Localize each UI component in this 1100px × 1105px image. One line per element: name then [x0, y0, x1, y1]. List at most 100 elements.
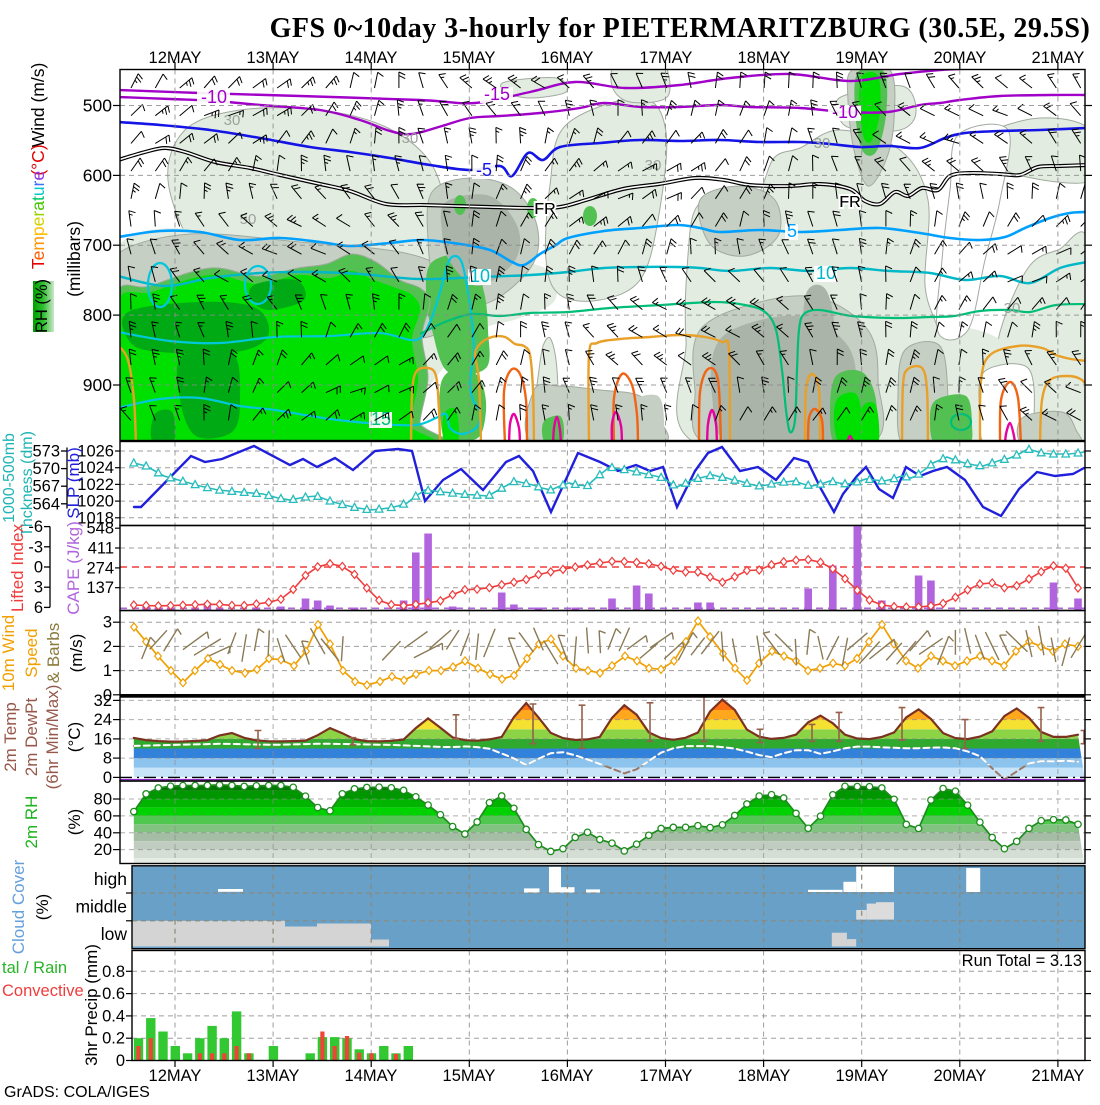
svg-text:30: 30 [1004, 300, 1021, 317]
svg-text:FR: FR [839, 194, 860, 211]
svg-text:CAPE (J/kg): CAPE (J/kg) [64, 521, 83, 615]
svg-text:(6hr Min/Max): (6hr Min/Max) [43, 685, 62, 790]
svg-text:2m Temp: 2m Temp [1, 702, 20, 772]
svg-text:0.8: 0.8 [102, 963, 125, 981]
svg-text:16MAY: 16MAY [541, 49, 594, 67]
svg-text:10m Wind: 10m Wind [0, 615, 18, 692]
svg-text:3: 3 [103, 614, 112, 632]
svg-text:24: 24 [94, 711, 112, 729]
svg-text:274: 274 [86, 559, 114, 577]
svg-text:2m RH: 2m RH [22, 796, 41, 849]
svg-text:17MAY: 17MAY [640, 1067, 693, 1085]
svg-text:21MAY: 21MAY [1032, 1067, 1085, 1085]
svg-text:0.4: 0.4 [102, 1007, 125, 1025]
svg-text:1000-500mb: 1000-500mb [1, 433, 18, 523]
svg-text:19MAY: 19MAY [836, 1067, 889, 1085]
svg-text:-10: -10 [832, 102, 858, 122]
svg-text:RH (%): RH (%) [33, 279, 51, 333]
svg-text:3: 3 [34, 579, 43, 597]
svg-text:1024: 1024 [77, 459, 114, 477]
svg-text:30: 30 [224, 112, 241, 129]
svg-text:& Barbs: & Barbs [44, 623, 63, 683]
svg-text:15: 15 [371, 409, 391, 429]
svg-text:5: 5 [787, 221, 797, 241]
svg-text:6: 6 [34, 599, 43, 617]
svg-text:30: 30 [814, 135, 831, 152]
svg-text:573: 573 [32, 443, 60, 461]
svg-text:0: 0 [34, 559, 43, 577]
svg-text:-10: -10 [201, 87, 227, 107]
svg-text:0: 0 [103, 686, 112, 704]
svg-text:0: 0 [103, 769, 112, 787]
svg-text:Run Total = 3.13: Run Total = 3.13 [962, 952, 1082, 970]
svg-text:low: low [101, 924, 128, 944]
svg-text:18MAY: 18MAY [738, 49, 791, 67]
svg-text:1020: 1020 [77, 493, 114, 511]
svg-text:700: 700 [83, 235, 112, 255]
svg-text:17MAY: 17MAY [640, 49, 693, 67]
svg-text:Temperature: Temperature [28, 171, 48, 269]
svg-text:14MAY: 14MAY [345, 1067, 398, 1085]
svg-text:40: 40 [94, 824, 112, 842]
svg-text:567: 567 [32, 478, 60, 496]
svg-text:13MAY: 13MAY [247, 49, 300, 67]
svg-text:10: 10 [816, 263, 836, 283]
svg-text:0.6: 0.6 [102, 985, 125, 1003]
svg-text:-6: -6 [28, 518, 43, 536]
svg-text:32: 32 [94, 692, 112, 710]
svg-text:80: 80 [94, 791, 112, 809]
svg-text:3hr Precip (mm): 3hr Precip (mm) [82, 944, 101, 1066]
svg-text:-15: -15 [484, 84, 510, 104]
svg-text:1026: 1026 [77, 443, 114, 461]
svg-text:1022: 1022 [77, 476, 114, 494]
svg-text:20MAY: 20MAY [934, 49, 987, 67]
svg-text:(°C): (°C) [65, 722, 84, 752]
svg-text:19MAY: 19MAY [836, 49, 889, 67]
svg-text:0: 0 [116, 1052, 125, 1070]
svg-text:high: high [94, 869, 127, 889]
svg-text:1: 1 [103, 662, 112, 680]
svg-text:(%): (%) [65, 809, 84, 835]
svg-text:SLP (mb): SLP (mb) [64, 447, 83, 519]
svg-text:(°C): (°C) [28, 144, 48, 175]
svg-text:1018: 1018 [77, 509, 114, 527]
svg-text:564: 564 [32, 495, 60, 513]
svg-text:FR: FR [534, 201, 555, 218]
svg-text:30: 30 [402, 130, 419, 147]
svg-text:18MAY: 18MAY [738, 1067, 791, 1085]
svg-text:500: 500 [83, 96, 112, 116]
svg-text:20: 20 [94, 841, 112, 859]
svg-text:GrADS: COLA/IGES: GrADS: COLA/IGES [4, 1084, 150, 1100]
svg-text:800: 800 [83, 305, 112, 325]
svg-text:16MAY: 16MAY [541, 1067, 594, 1085]
svg-text:21MAY: 21MAY [1032, 49, 1085, 67]
svg-text:2: 2 [103, 638, 112, 656]
svg-text:16: 16 [94, 730, 112, 748]
svg-text:(m/s): (m/s) [67, 634, 86, 673]
svg-text:-3: -3 [28, 538, 43, 556]
svg-text:Lifted Index: Lifted Index [8, 524, 27, 612]
svg-text:900: 900 [83, 375, 112, 395]
svg-text:middle: middle [75, 896, 127, 916]
svg-text:570: 570 [32, 460, 60, 478]
svg-text:12MAY: 12MAY [149, 1067, 202, 1085]
svg-text:13MAY: 13MAY [247, 1067, 300, 1085]
svg-text:Cloud Cover: Cloud Cover [9, 859, 28, 954]
svg-text:60: 60 [94, 807, 112, 825]
svg-text:10: 10 [470, 266, 490, 286]
svg-text:15MAY: 15MAY [443, 49, 496, 67]
svg-text:GFS 0~10day 3-hourly for PIETE: GFS 0~10day 3-hourly for PIETERMARITZBUR… [270, 13, 1091, 44]
svg-text:Thckness (dm): Thckness (dm) [19, 431, 36, 537]
svg-text:14MAY: 14MAY [345, 49, 398, 67]
svg-text:15MAY: 15MAY [443, 1067, 496, 1085]
svg-text:50: 50 [240, 211, 257, 228]
svg-text:12MAY: 12MAY [149, 49, 202, 67]
svg-text:20MAY: 20MAY [934, 1067, 987, 1085]
svg-text:411: 411 [88, 540, 114, 558]
svg-text:FR: FR [839, 194, 860, 211]
svg-text:Convective: Convective [2, 982, 84, 1000]
svg-text:-5: -5 [476, 160, 492, 180]
svg-text:600: 600 [83, 165, 112, 185]
svg-text:(%): (%) [33, 894, 52, 920]
svg-text:FR: FR [534, 201, 555, 218]
